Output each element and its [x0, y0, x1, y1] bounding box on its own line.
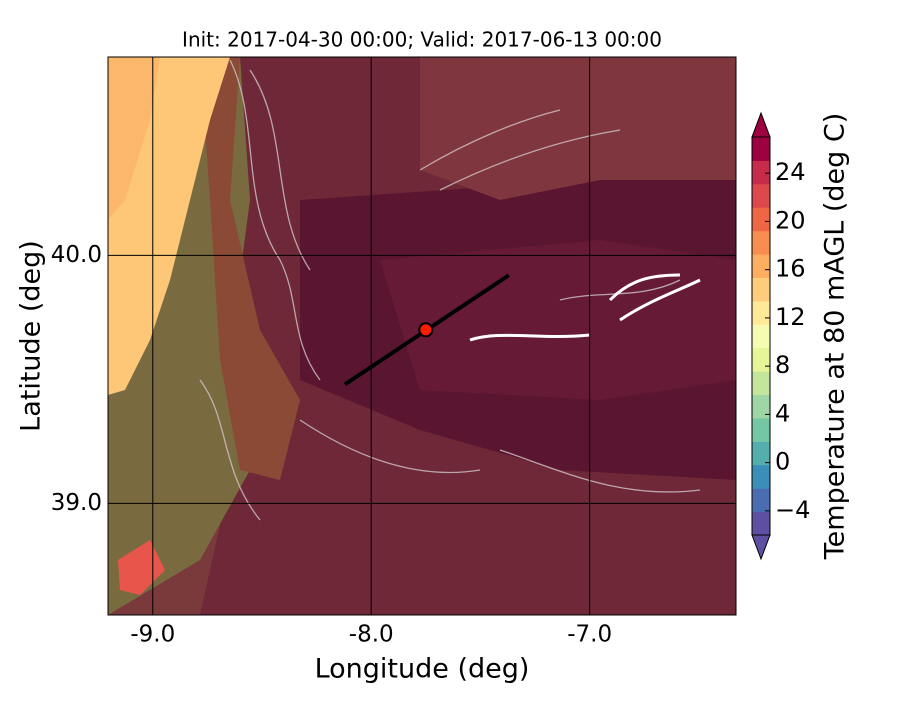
colorbar-tick-label: −4: [775, 496, 810, 524]
plot-frame: [107, 56, 737, 616]
colorbar-swatch: [752, 511, 770, 536]
colorbar-frame: [751, 136, 771, 536]
colorbar-tick-label: 4: [775, 399, 790, 427]
colorbar-swatch: [752, 160, 770, 185]
x-axis-label: Longitude (deg): [315, 654, 530, 685]
colorbar-label: Temperature at 80 mAGL (deg C): [820, 113, 851, 561]
colorbar-tick-label: 0: [775, 448, 790, 476]
colorbar-swatch: [752, 137, 770, 161]
colorbar-swatch: [752, 464, 770, 489]
colorbar-tick-label: 16: [775, 255, 806, 283]
chart-title: Init: 2017-04-30 00:00; Valid: 2017-06-1…: [182, 28, 662, 52]
colorbar-tick-label: 12: [775, 303, 806, 331]
x-tick-label: -8.0: [349, 622, 394, 648]
colorbar-swatch: [752, 417, 770, 442]
colorbar-swatch: [752, 300, 770, 325]
colorbar-swatch: [752, 207, 770, 232]
map-field: [108, 57, 736, 615]
colorbar-swatch: [752, 394, 770, 419]
colorbar-swatch: [752, 347, 770, 372]
colorbar-swatch: [752, 183, 770, 208]
colorbar-extend-high: [751, 111, 771, 138]
colorbar-swatch: [752, 371, 770, 396]
colorbar-swatch: [752, 324, 770, 349]
x-tick-label: -9.0: [130, 622, 175, 648]
colorbar-tick-label: 24: [775, 158, 806, 186]
colorbar-tick-label: 20: [775, 206, 806, 234]
y-tick-label: 39.0: [51, 490, 102, 516]
y-tick-label: 40.0: [51, 242, 102, 268]
x-tick-label: -7.0: [567, 622, 612, 648]
colorbar-swatch: [752, 277, 770, 302]
colorbar-swatch: [752, 230, 770, 255]
y-axis-label: Latitude (deg): [16, 240, 47, 432]
colorbar-swatch: [752, 441, 770, 466]
colorbar-extend-low: [751, 534, 771, 561]
colorbar-swatch: [752, 254, 770, 278]
point-marker: [418, 322, 434, 338]
colorbar-swatch: [752, 488, 770, 513]
colorbar-tick-label: 8: [775, 351, 790, 379]
